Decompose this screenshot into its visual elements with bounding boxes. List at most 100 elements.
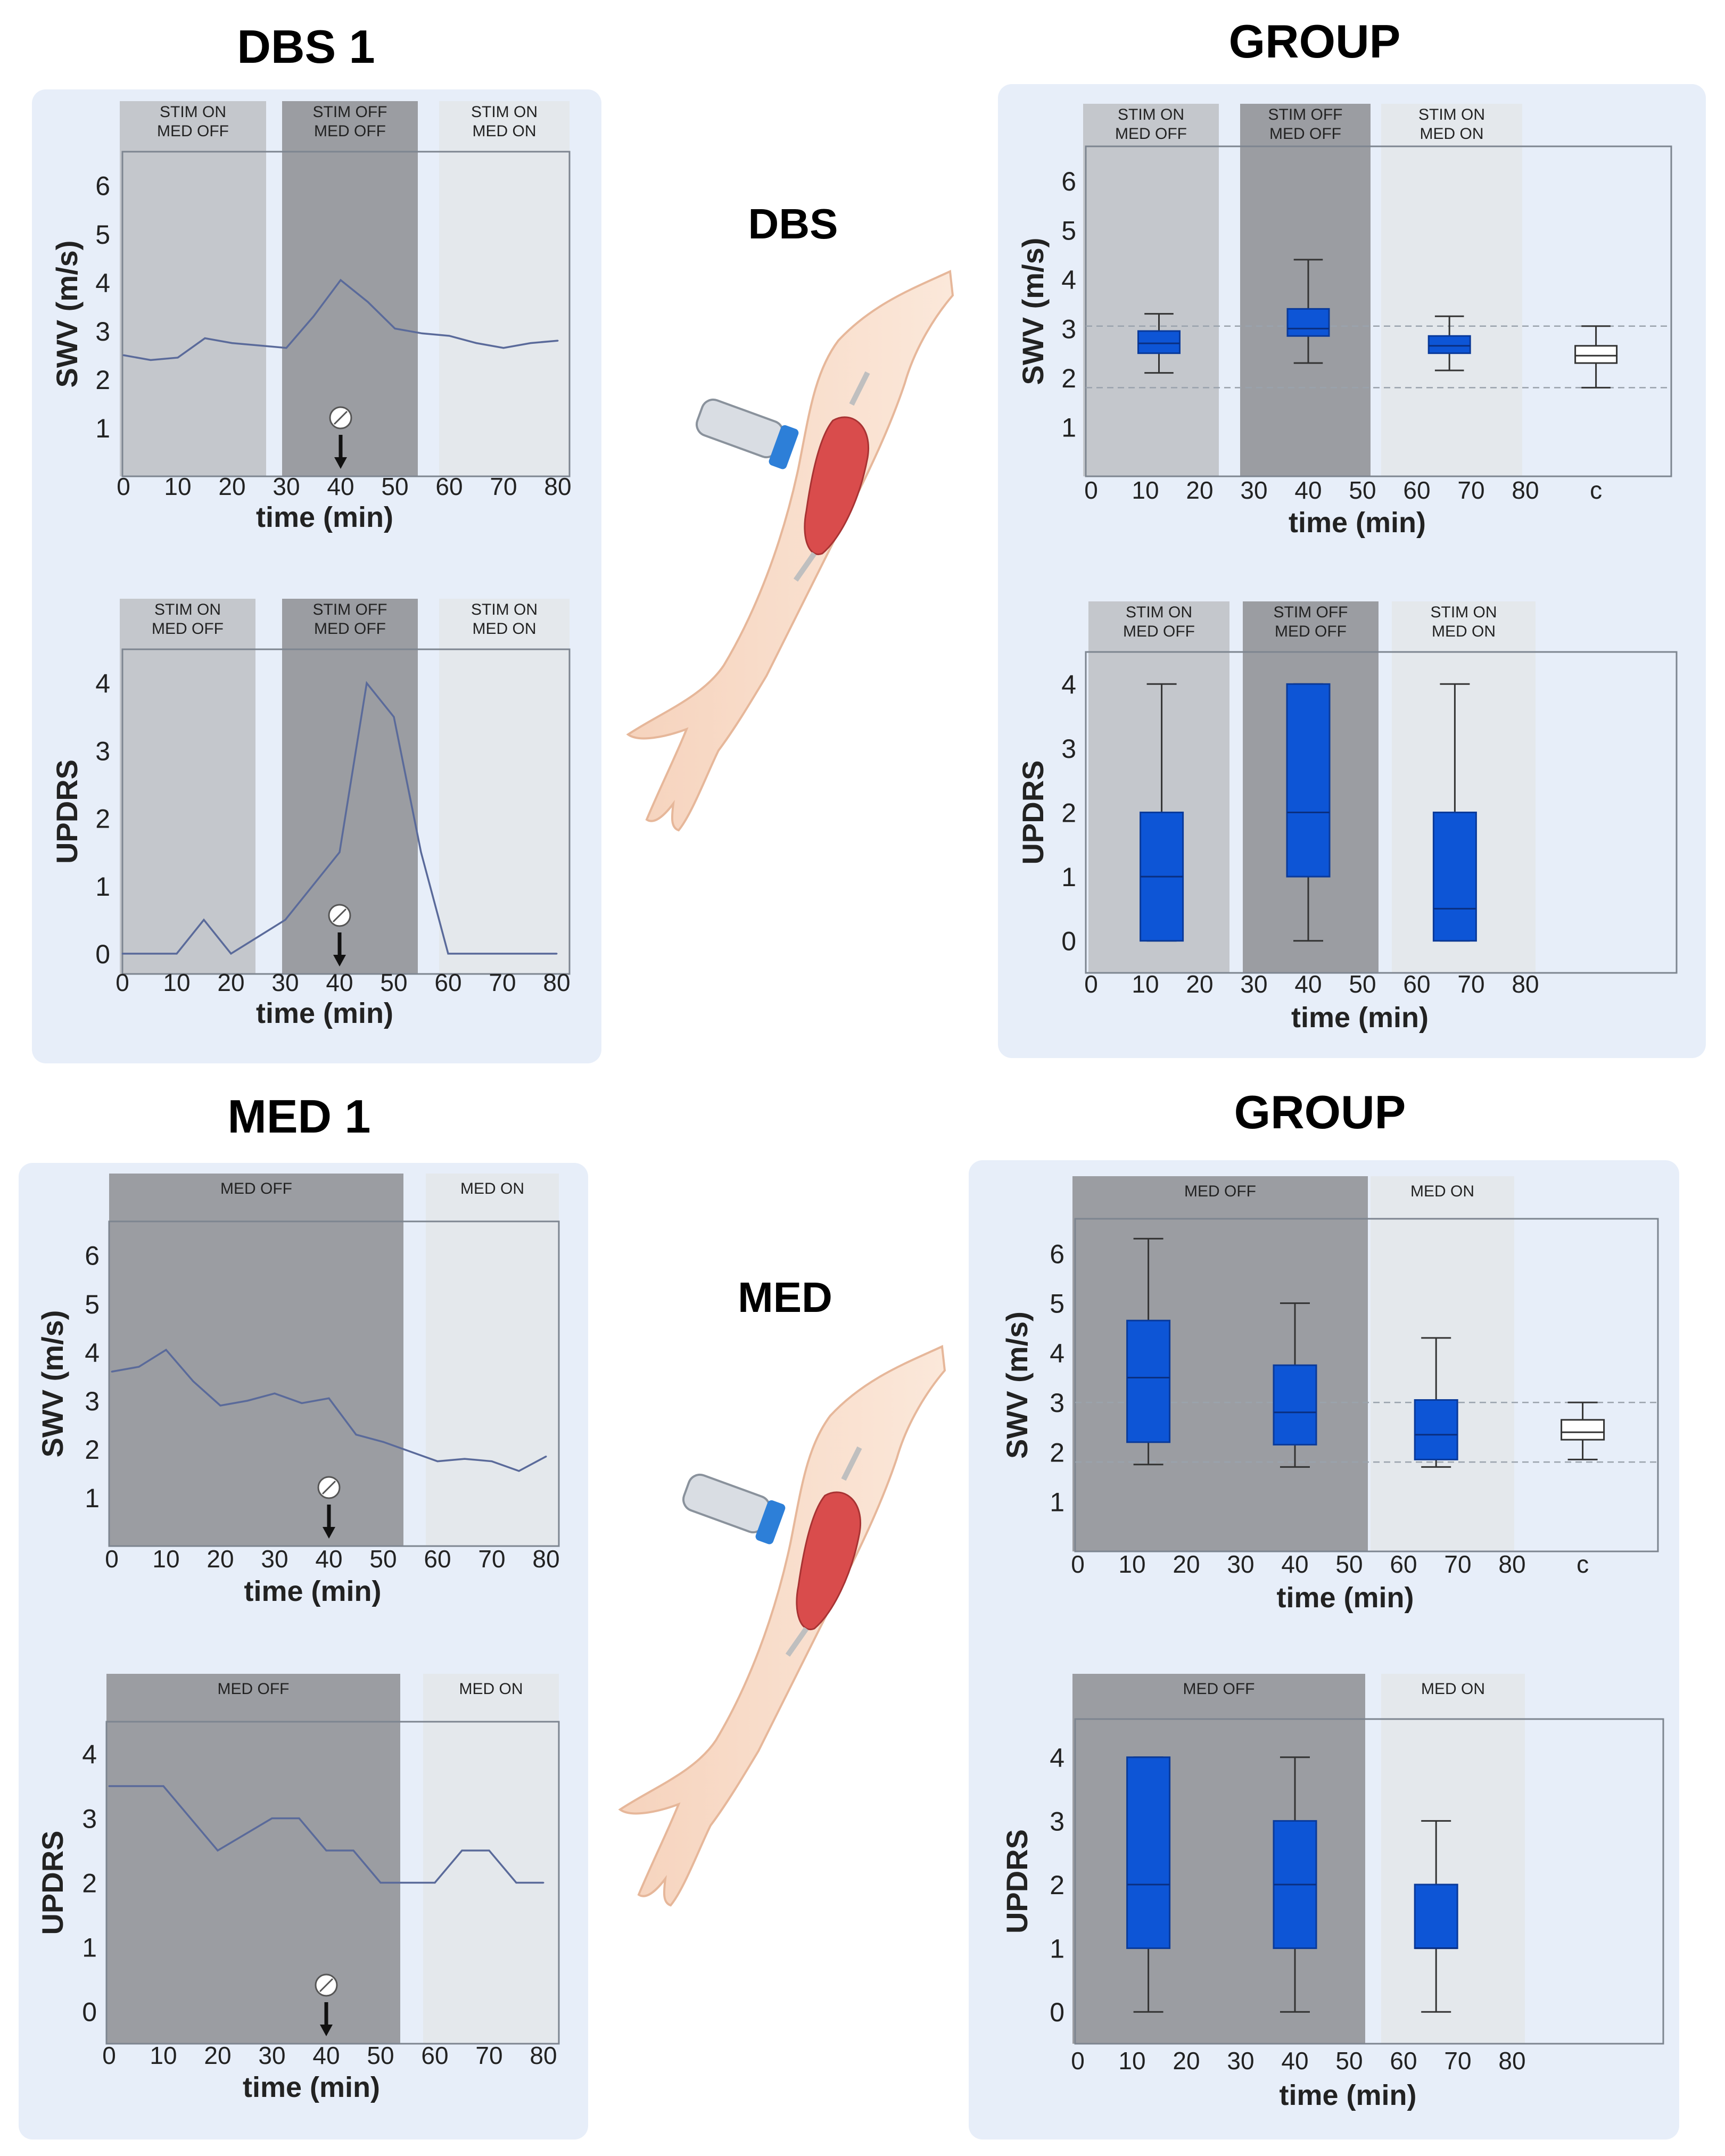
data-point (355, 1434, 357, 1436)
phase-label: MED OFF (220, 1180, 292, 1197)
x-tick-label: 30 (1227, 2047, 1254, 2075)
x-tick-label: 30 (1240, 476, 1267, 504)
phase-label: STIM ON (471, 103, 538, 121)
box-body (1137, 330, 1181, 354)
data-point (312, 316, 315, 318)
data-point (230, 953, 232, 955)
x-tick-label: 10 (150, 2042, 177, 2069)
x-tick-label: 20 (207, 1545, 234, 1573)
phase-band-2 (1381, 1674, 1525, 2044)
phase-label: STIM ON (1418, 106, 1485, 123)
data-point (461, 1849, 463, 1852)
y-tick-label: 2 (95, 804, 110, 834)
box-body (1286, 308, 1330, 337)
box-body (1414, 1399, 1458, 1460)
phase-label: MED OFF (152, 620, 224, 638)
data-point (382, 1441, 384, 1443)
x-tick-label: 60 (424, 1545, 451, 1573)
data-point (557, 340, 559, 342)
x-tick-label: 20 (204, 2042, 231, 2069)
data-point (529, 953, 531, 955)
x-axis-label: time (min) (1291, 1002, 1429, 1034)
box-body (1286, 683, 1331, 878)
x-tick-label: 60 (1403, 476, 1430, 504)
x-tick-label: 80 (1512, 476, 1539, 504)
x-tick-label: 10 (1118, 2047, 1145, 2075)
quadrant-title-med1: MED 1 (228, 1090, 371, 1143)
phase-band-1 (106, 1674, 400, 2044)
y-tick-label: 1 (82, 1933, 97, 1963)
x-axis-label: time (min) (243, 2071, 380, 2103)
y-tick-label: 6 (85, 1241, 100, 1271)
phase-label: MED OFF (1115, 125, 1187, 143)
x-tick-label: 0 (117, 473, 130, 500)
y-tick-label: 2 (1050, 1870, 1064, 1900)
phase-label: MED ON (1421, 1680, 1485, 1698)
x-tick-label: 0 (102, 2042, 116, 2069)
data-point (409, 1450, 411, 1452)
y-tick-label: 6 (95, 171, 110, 201)
y-tick-label: 4 (82, 1740, 97, 1770)
x-tick-label: c (1590, 476, 1602, 504)
data-point (379, 1882, 382, 1884)
phase-label: STIM ON (471, 601, 538, 618)
phase-label: STIM ON (1118, 106, 1184, 123)
x-tick-label: 70 (475, 2042, 502, 2069)
phase-band-3 (1381, 104, 1522, 476)
y-tick-label: 1 (1061, 862, 1076, 892)
x-tick-label: 20 (218, 473, 245, 500)
plot-frame (108, 1220, 560, 1547)
phase-label: MED ON (1420, 125, 1484, 143)
x-tick-label: 20 (1173, 2047, 1200, 2075)
data-point (298, 1818, 300, 1819)
data-point (328, 1397, 330, 1399)
x-tick-label: 60 (1390, 2047, 1417, 2075)
x-tick-label: 80 (1498, 2047, 1525, 2075)
y-tick-label: 2 (1061, 798, 1076, 828)
data-point (366, 682, 368, 684)
quadrant-title-medgroup: GROUP (1234, 1086, 1406, 1138)
x-tick-label: c (1577, 1550, 1589, 1578)
y-tick-label: 4 (1061, 670, 1076, 699)
y-axis-label: SWV (m/s) (1016, 238, 1050, 385)
data-point (108, 1785, 110, 1787)
y-tick-label: 4 (1061, 265, 1076, 295)
phase-band-1 (120, 599, 255, 974)
y-tick-label: 2 (1050, 1438, 1064, 1467)
data-point (231, 342, 233, 344)
y-tick-label: 5 (95, 220, 110, 250)
chart-dbs1-updrs: STIM ON MED OFF STIM OFF MED OFF STIM ON MED … (50, 599, 571, 1029)
x-tick-label: 10 (1132, 970, 1159, 998)
data-point (542, 1882, 544, 1884)
x-tick-label: 30 (1227, 1550, 1254, 1578)
chart-dbsgroup-updrs: STIM ON MED OFF STIM OFF MED OFF STIM ON MED … (1016, 601, 1678, 1034)
y-tick-label: 1 (95, 414, 110, 443)
y-tick-label: 4 (95, 268, 110, 298)
data-point (436, 1460, 439, 1463)
data-point (176, 953, 178, 955)
data-point (138, 1366, 140, 1368)
x-tick-label: 10 (1118, 1550, 1145, 1578)
x-tick-label: 20 (217, 969, 244, 996)
box-body (1414, 1884, 1458, 1950)
x-tick-label: 0 (1071, 2047, 1085, 2075)
data-point (464, 1458, 466, 1460)
plot-frame (121, 648, 571, 975)
x-tick-label: 40 (327, 473, 354, 500)
y-axis-label: UPDRS (36, 1830, 69, 1935)
x-tick-label: 40 (315, 1545, 342, 1573)
y-tick-label: 2 (95, 365, 110, 395)
y-tick-label: 4 (95, 669, 110, 699)
y-tick-label: 3 (85, 1386, 100, 1416)
data-point (162, 1785, 164, 1787)
data-point (189, 1818, 192, 1819)
x-tick-label: 0 (115, 969, 129, 996)
data-point (257, 936, 259, 938)
phase-band-1 (109, 1174, 403, 1546)
phase-label: STIM ON (1126, 604, 1192, 621)
phase-label: MED OFF (314, 122, 386, 140)
data-point (219, 1405, 221, 1407)
plot-frame (1074, 1218, 1659, 1552)
data-point (246, 1400, 249, 1402)
phase-label: STIM OFF (313, 103, 387, 121)
